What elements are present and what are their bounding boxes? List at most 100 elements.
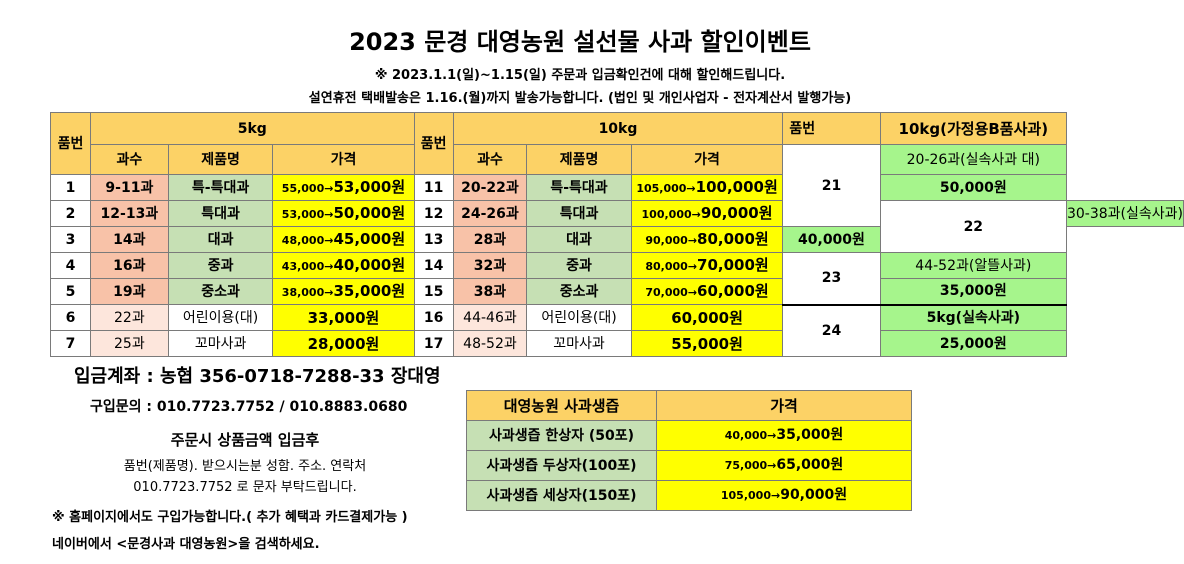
new-price: 90,000원	[700, 203, 773, 222]
item-count: 28과	[452, 226, 528, 253]
item-num: 16	[413, 304, 454, 331]
item-price: 55,000원	[630, 330, 784, 357]
homepage-note: ※ 홈페이지에서도 구입가능합니다.( 추가 혜택과 카드결제가능 )	[52, 510, 408, 525]
item-name: 중과	[167, 252, 274, 279]
order-instructions-line1: 품번(제품명). 받으시는분 성함. 주소. 연락처	[123, 459, 367, 474]
item-count: 44-46과	[452, 304, 528, 331]
new-price: 35,000원	[333, 281, 406, 300]
item-count: 9-11과	[89, 174, 169, 201]
item-name: 특-특대과	[167, 174, 274, 201]
item-count: 38과	[452, 278, 528, 305]
home-item-price: 25,000원	[879, 330, 1067, 357]
item-count: 14과	[89, 226, 169, 253]
item-count: 22과	[89, 304, 169, 331]
home-item-num: 23	[782, 252, 881, 305]
old-price: 40,000	[724, 429, 768, 442]
item-num: 13	[413, 226, 454, 253]
item-name: 특-특대과	[526, 174, 632, 201]
new-price: 45,000원	[333, 229, 406, 248]
new-price: 40,000원	[333, 255, 406, 274]
home-item-num: 22	[879, 200, 1067, 253]
group-header-home: 10kg(가정용B품사과)	[879, 112, 1067, 145]
item-price: 70,000→60,000원	[630, 278, 784, 305]
item-count: 20-22과	[452, 174, 528, 201]
item-name: 중소과	[526, 278, 632, 305]
old-price: 105,000	[636, 181, 687, 195]
item-name: 중소과	[167, 278, 274, 305]
juice-header-price: 가격	[656, 390, 912, 421]
old-price: 90,000	[645, 233, 688, 247]
shipping-notice: 설연휴전 택배발송은 1.16.(월)까지 발송가능합니다. (법인 및 개인사…	[308, 91, 852, 106]
juice-item-price: 105,000→90,000원	[656, 480, 912, 511]
new-price: 50,000원	[333, 203, 406, 222]
item-num: 12	[413, 200, 454, 227]
new-price: 53,000원	[333, 177, 406, 196]
item-count: 19과	[89, 278, 169, 305]
old-price: 38,000	[281, 285, 325, 299]
item-num: 3	[50, 226, 91, 253]
juice-price-table: 대영농원 사과생즙 가격 사과생즙 한상자 (50포) 40,000→35,00…	[466, 390, 912, 511]
item-price: 60,000원	[630, 304, 784, 331]
page-title: 2023 문경 대영농원 설선물 사과 할인이벤트	[349, 28, 811, 56]
home-item-desc: 5kg(실속사과)	[879, 303, 1067, 331]
col-header-num-home: 품번	[782, 112, 881, 145]
item-num: 15	[413, 278, 454, 305]
order-instructions-title: 주문시 상품금액 입금후	[170, 431, 320, 449]
item-num: 5	[50, 278, 91, 305]
item-num: 2	[50, 200, 91, 227]
naver-search-note: 네이버에서 <문경사과 대영농원>을 검색하세요.	[52, 537, 320, 552]
item-count: 25과	[89, 330, 169, 357]
juice-item-name: 사과생즙 한상자 (50포)	[466, 420, 657, 451]
item-price: 90,000→80,000원	[630, 226, 784, 253]
item-count: 24-26과	[452, 200, 528, 227]
new-price: 80,000원	[697, 229, 769, 248]
new-price: 100,000원	[695, 177, 778, 196]
col-header-num: 품번	[50, 112, 91, 175]
item-count: 32과	[452, 252, 528, 279]
item-num: 7	[50, 330, 91, 357]
item-num: 14	[413, 252, 454, 279]
item-price: 48,000→45,000원	[272, 226, 415, 253]
item-price: 38,000→35,000원	[272, 278, 415, 305]
order-instructions-line2: 010.7723.7752 로 문자 부탁드립니다.	[133, 480, 357, 495]
new-price: 35,000원	[776, 427, 844, 443]
new-price: 70,000원	[697, 255, 769, 274]
new-price: 90,000원	[780, 487, 848, 503]
home-item-desc: 44-52과(알뜰사과)	[879, 252, 1067, 279]
item-name: 꼬마사과	[526, 330, 632, 357]
sub-header-price-10kg: 가격	[630, 144, 784, 175]
item-price: 105,000→100,000원	[630, 174, 784, 201]
home-item-price: 50,000원	[879, 174, 1067, 201]
item-name: 어린이용(대)	[167, 304, 274, 331]
item-name: 어린이용(대)	[526, 304, 632, 331]
item-price: 100,000→90,000원	[630, 200, 784, 227]
home-item-num: 24	[782, 303, 881, 357]
price-table: 품번 5kg 품번 10kg 품번 10kg(가정용B품사과) 과수 제품명 가…	[50, 112, 1184, 357]
item-count: 48-52과	[452, 330, 528, 357]
old-price: 55,000	[281, 181, 325, 195]
old-price: 48,000	[281, 233, 325, 247]
item-name: 특대과	[167, 200, 274, 227]
old-price: 105,000	[720, 489, 771, 502]
discount-period-notice: ※ 2023.1.1(일)~1.15(일) 주문과 입금확인건에 대해 할인해드…	[374, 68, 786, 83]
item-num: 4	[50, 252, 91, 279]
juice-item-name: 사과생즙 세상자(150포)	[466, 480, 657, 511]
group-header-10kg: 10kg	[452, 112, 784, 145]
juice-item-name: 사과생즙 두상자(100포)	[466, 450, 657, 481]
sub-header-name-10kg: 제품명	[526, 144, 632, 175]
item-name: 대과	[167, 226, 274, 253]
item-num: 6	[50, 304, 91, 331]
item-price: 55,000→53,000원	[272, 174, 415, 201]
item-price: 33,000원	[272, 304, 415, 331]
item-name: 꼬마사과	[167, 330, 274, 357]
item-name: 대과	[526, 226, 632, 253]
home-item-price: 35,000원	[879, 278, 1067, 305]
item-price: 28,000원	[272, 330, 415, 357]
item-name: 특대과	[526, 200, 632, 227]
juice-item-price: 40,000→35,000원	[656, 420, 912, 451]
item-price: 80,000→70,000원	[630, 252, 784, 279]
old-price: 43,000	[281, 259, 325, 273]
old-price: 70,000	[645, 285, 688, 299]
item-num: 17	[413, 330, 454, 357]
item-count: 16과	[89, 252, 169, 279]
